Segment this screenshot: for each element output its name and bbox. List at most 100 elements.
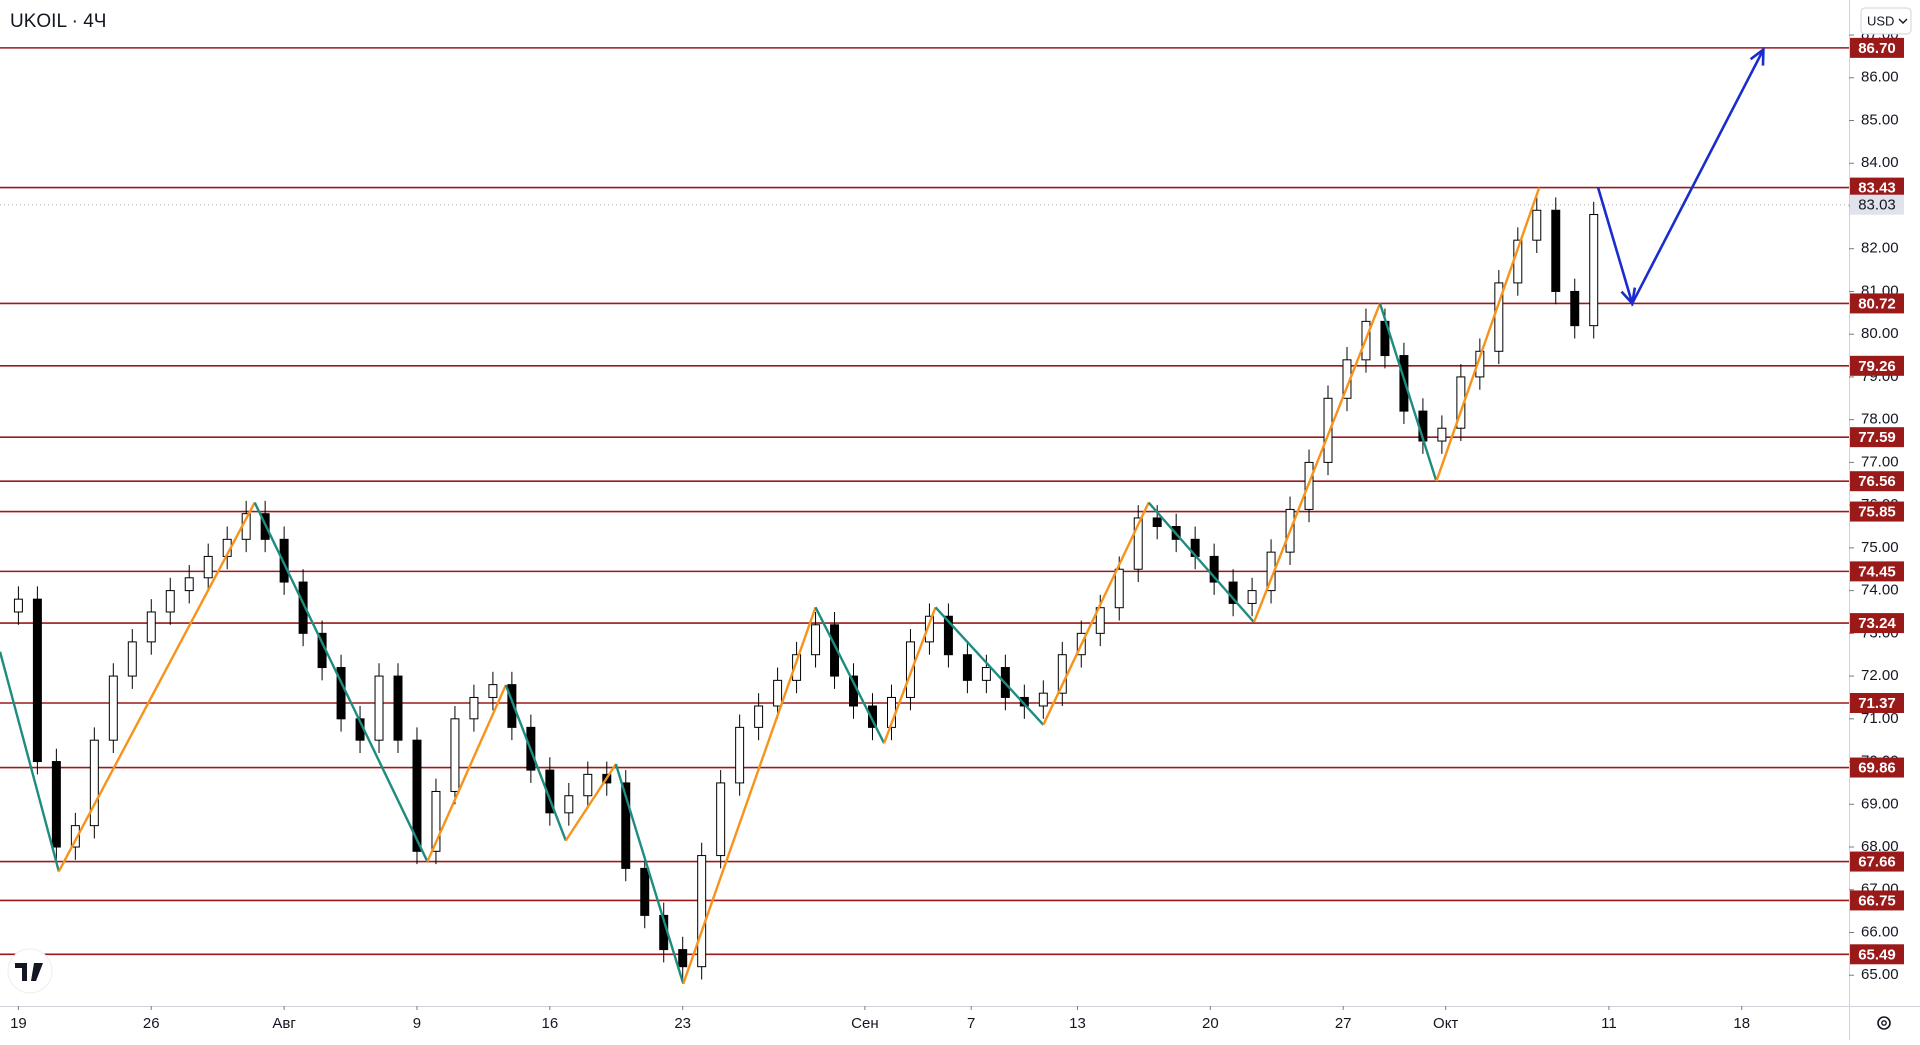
level-label: 71.37	[1858, 695, 1896, 712]
gear-ring[interactable]	[1877, 1016, 1891, 1030]
level-label: 83.43	[1858, 180, 1896, 197]
level-tag	[1850, 501, 1904, 522]
candle-body	[412, 739, 422, 852]
candle-body	[1247, 590, 1257, 604]
candle-body	[1532, 209, 1542, 241]
currency-button[interactable]	[1860, 7, 1912, 35]
candle-body	[735, 726, 745, 784]
candle-body	[1019, 696, 1029, 707]
last-price-tag	[1850, 194, 1904, 215]
currency-label[interactable]: USD	[1867, 13, 1894, 28]
zigzag-segment	[1252, 302, 1382, 623]
zigzag-segment	[0, 651, 60, 872]
level-tag	[1850, 693, 1904, 714]
candle-body	[678, 949, 688, 968]
x-tick-label: 20	[1202, 1015, 1219, 1032]
candle-body	[13, 598, 23, 613]
level-tag	[1850, 561, 1904, 582]
plot	[0, 46, 1849, 985]
level-tag	[1850, 177, 1904, 198]
candle-body	[32, 598, 42, 763]
candle-body	[1209, 555, 1219, 583]
currency-caret	[1898, 18, 1908, 24]
zigzag-segment	[1378, 303, 1438, 482]
level-tag	[1850, 293, 1904, 314]
x-tick-label: 9	[413, 1015, 421, 1032]
zigzag-segment	[564, 763, 617, 842]
candle-body	[1589, 214, 1599, 327]
candle-body	[488, 684, 498, 698]
level-tag	[1850, 37, 1904, 58]
level-label: 77.59	[1858, 429, 1896, 446]
candle-body	[203, 555, 213, 579]
candle-body	[1114, 568, 1124, 609]
candle-body	[431, 790, 441, 852]
zigzag-segment	[1147, 501, 1255, 624]
zigzag-segment	[426, 684, 507, 863]
zigzag-segment	[1042, 502, 1150, 726]
candle-body	[469, 696, 479, 720]
logo-circle[interactable]	[7, 948, 53, 994]
candle-body	[146, 611, 156, 643]
zigzag-segment	[57, 502, 256, 872]
candle-body	[374, 675, 384, 741]
level-tag	[1850, 613, 1904, 634]
tv-logo[interactable]	[7, 948, 53, 994]
zigzag-segment	[253, 502, 429, 863]
candle-body	[1323, 397, 1333, 463]
candle-body	[868, 705, 877, 728]
candle-body	[621, 782, 631, 869]
level-label: 65.49	[1858, 946, 1896, 963]
candle-body	[1038, 692, 1048, 707]
candle-body	[773, 679, 783, 707]
candle-body	[108, 675, 118, 741]
y-tick-label: 75.00	[1861, 539, 1899, 556]
settings-icon[interactable]	[1877, 1016, 1891, 1030]
candle-body	[279, 538, 289, 583]
zigzag-segment	[882, 606, 937, 744]
logo-glyph[interactable]	[15, 963, 43, 981]
level-tag	[1850, 851, 1904, 872]
arrow-head	[1749, 46, 1765, 66]
candle-body	[564, 795, 574, 814]
candle-body	[640, 867, 650, 916]
candle-body	[697, 855, 707, 968]
y-tick-label: 74.00	[1861, 582, 1899, 599]
candle-body	[51, 761, 61, 848]
candle-body	[905, 641, 915, 698]
candle-body	[716, 782, 726, 857]
x-tick-label: 11	[1601, 1015, 1617, 1032]
level-label: 76.56	[1858, 473, 1896, 490]
y-tick-label: 77.00	[1861, 453, 1899, 470]
candle-body	[298, 581, 308, 634]
candle-body	[127, 641, 137, 677]
candle-body	[336, 667, 346, 720]
symbol-title: UKOIL · 4Ч	[10, 11, 106, 32]
level-label: 74.45	[1858, 563, 1896, 580]
y-tick-label: 69.00	[1861, 795, 1899, 812]
y-tick-label: 86.00	[1861, 69, 1899, 86]
level-tag	[1850, 890, 1904, 911]
y-tick-label: 78.00	[1861, 411, 1899, 428]
candle-body	[924, 615, 934, 643]
gear-hub[interactable]	[1881, 1020, 1887, 1026]
zigzag-segment	[1435, 187, 1541, 482]
candle-body	[165, 590, 175, 613]
x-tick-label: 19	[10, 1015, 27, 1032]
candle-body	[792, 654, 802, 681]
x-tick-label: Авг	[272, 1015, 296, 1032]
level-label: 66.75	[1858, 892, 1896, 909]
y-tick-label: 66.00	[1861, 923, 1899, 940]
candle-body	[1095, 607, 1105, 634]
candle-body	[450, 718, 460, 792]
arrow-head	[1620, 287, 1637, 307]
zigzag-segment	[814, 606, 886, 744]
level-tag	[1850, 944, 1904, 965]
x-tick-label: Сен	[851, 1015, 878, 1032]
axes: 65.0066.0067.0068.0069.0070.0071.0072.00…	[10, 26, 1904, 1032]
candle-body	[89, 739, 99, 827]
candle-body	[1475, 350, 1485, 378]
level-tag	[1850, 427, 1904, 448]
x-tick-label: 23	[674, 1015, 691, 1032]
